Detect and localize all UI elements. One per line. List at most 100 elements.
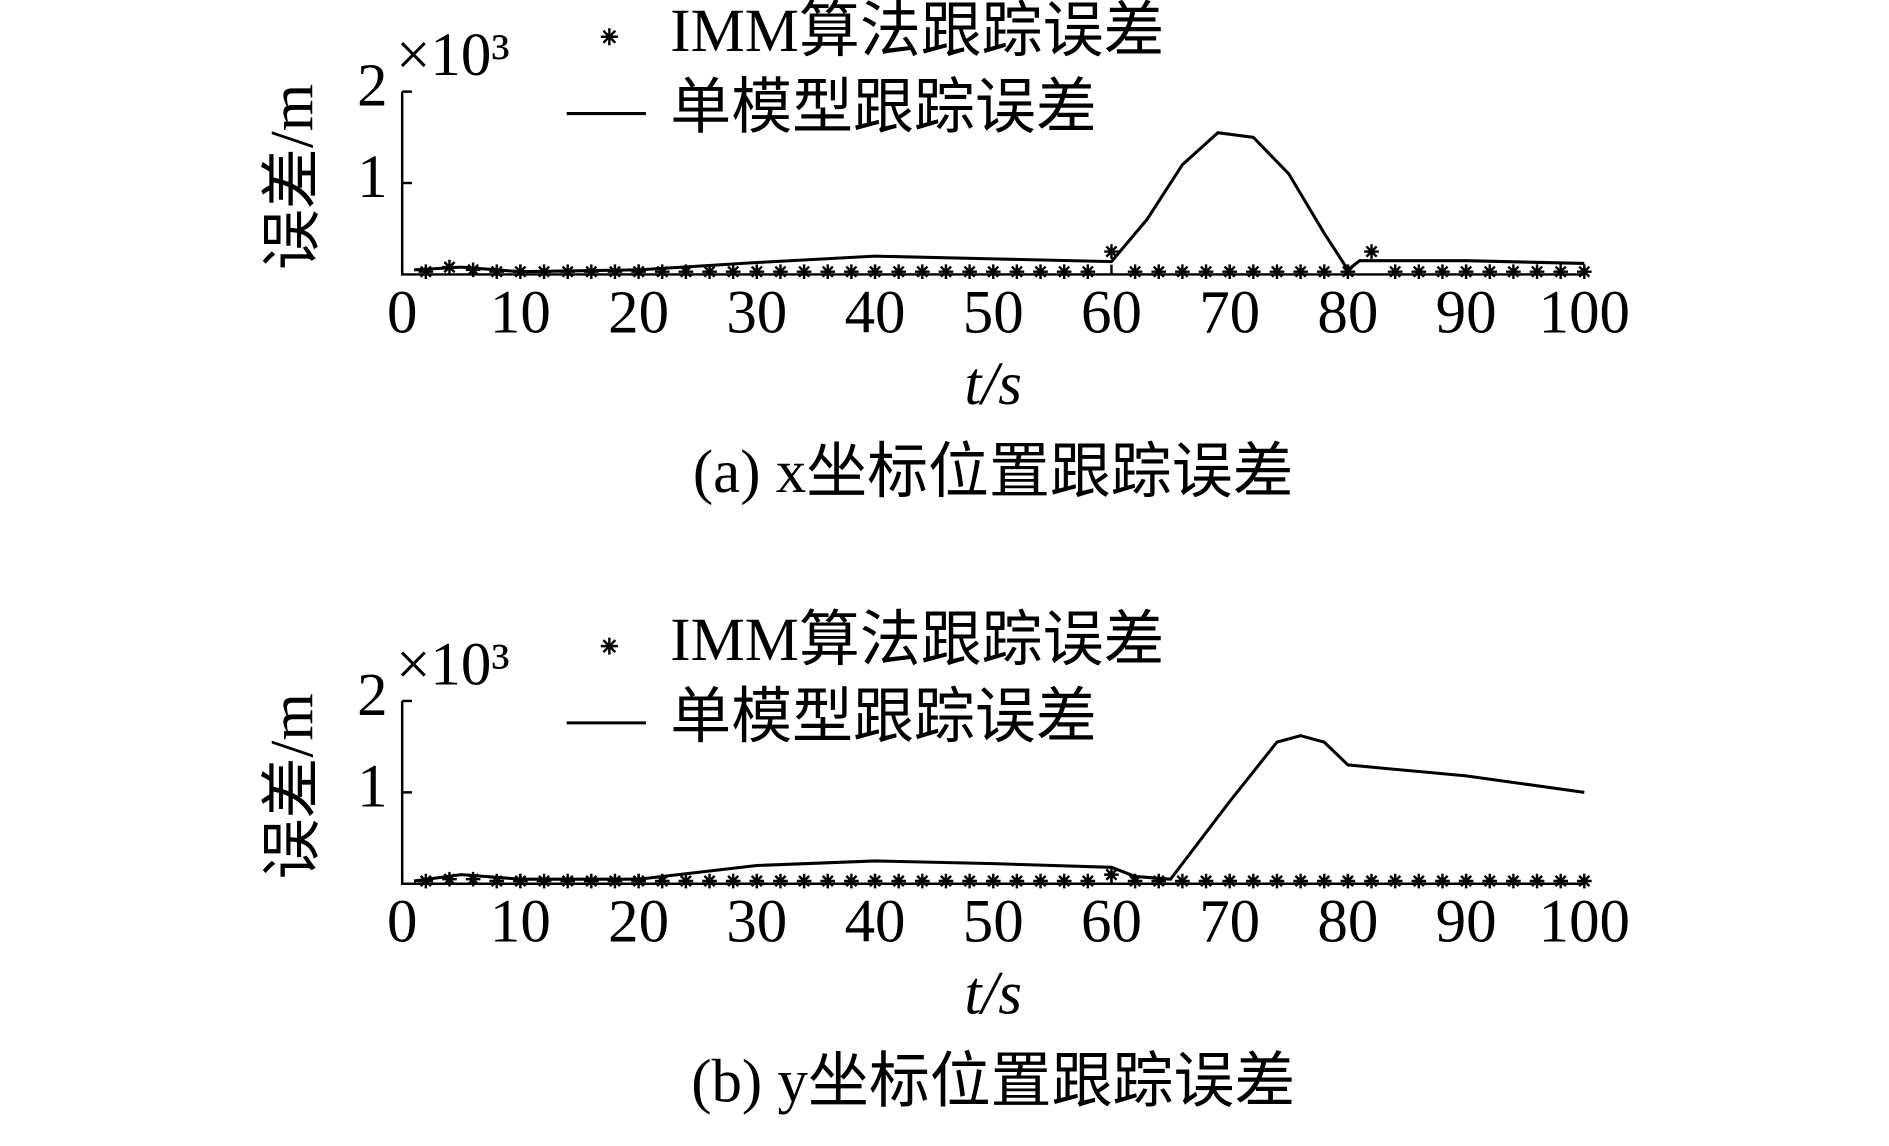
data-marker xyxy=(1246,264,1261,279)
data-line xyxy=(413,131,1585,274)
data-marker xyxy=(631,873,646,889)
legend-label: IMM算法跟踪误差 xyxy=(670,0,1164,65)
data-marker xyxy=(1175,873,1190,889)
data-marker xyxy=(1246,873,1261,889)
data-marker xyxy=(1506,873,1521,889)
data-marker xyxy=(631,264,646,279)
data-marker xyxy=(1553,873,1568,889)
y-multiplier: ×10³ xyxy=(396,631,510,698)
y-tick-label: 1 xyxy=(357,753,387,820)
x-tick-label: 20 xyxy=(608,279,669,346)
x-tick-label: 10 xyxy=(490,889,551,956)
x-tick-label: 80 xyxy=(1317,889,1378,956)
data-marker xyxy=(1009,873,1025,889)
x-tick-label: 100 xyxy=(1539,279,1630,346)
data-marker xyxy=(418,264,434,279)
data-marker xyxy=(1175,264,1190,279)
data-marker xyxy=(1458,873,1474,889)
data-marker xyxy=(1104,867,1119,882)
y-multiplier: ×10³ xyxy=(396,22,510,89)
data-marker xyxy=(1151,264,1167,279)
data-marker xyxy=(1293,264,1308,279)
data-marker xyxy=(1056,873,1072,889)
data-marker xyxy=(1482,873,1498,889)
data-marker xyxy=(702,264,717,279)
data-marker xyxy=(1198,873,1214,889)
data-marker xyxy=(1009,264,1025,279)
data-marker xyxy=(844,264,859,279)
data-marker xyxy=(442,871,457,887)
x-tick-label: 80 xyxy=(1317,279,1378,346)
y-axis-label: 误差/m xyxy=(260,84,327,270)
data-marker xyxy=(938,873,954,889)
data-marker xyxy=(938,264,954,279)
data-marker xyxy=(725,873,741,889)
x-tick-label: 70 xyxy=(1199,889,1260,956)
data-marker xyxy=(1577,873,1592,889)
x-tick-label: 20 xyxy=(608,889,669,956)
data-marker xyxy=(607,873,623,889)
data-marker xyxy=(1529,264,1545,279)
data-marker xyxy=(1482,264,1498,279)
data-marker xyxy=(1411,264,1427,279)
x-axis-label: t/s xyxy=(964,351,1022,418)
data-line xyxy=(413,734,1585,883)
data-marker xyxy=(1080,264,1096,279)
legend-marker xyxy=(600,637,618,655)
data-marker xyxy=(962,264,977,279)
data-marker xyxy=(796,264,812,279)
data-marker xyxy=(1316,873,1332,889)
x-tick-label: 50 xyxy=(963,279,1024,346)
legend-label: 单模型跟踪误差 xyxy=(670,684,1096,751)
data-marker xyxy=(985,264,1001,279)
data-marker xyxy=(678,264,694,279)
data-marker xyxy=(844,873,859,889)
data-marker xyxy=(1553,264,1568,279)
y-tick-label: 2 xyxy=(357,53,387,120)
x-tick-label: 60 xyxy=(1081,889,1142,956)
data-marker xyxy=(1411,873,1427,889)
data-marker xyxy=(773,873,788,889)
data-marker xyxy=(489,873,505,889)
data-marker xyxy=(678,873,694,889)
data-marker xyxy=(1293,873,1308,889)
data-marker xyxy=(749,873,765,889)
data-marker xyxy=(1151,873,1167,889)
x-tick-label: 90 xyxy=(1436,279,1497,346)
data-marker xyxy=(867,264,883,279)
x-tick-label: 70 xyxy=(1199,279,1260,346)
x-tick-label: 90 xyxy=(1436,889,1497,956)
legend-marker xyxy=(600,28,618,46)
data-marker xyxy=(1269,873,1285,889)
data-marker xyxy=(915,264,930,279)
data-marker xyxy=(796,873,812,889)
data-marker xyxy=(1387,873,1403,889)
data-marker xyxy=(418,873,434,889)
data-marker xyxy=(1435,264,1450,279)
data-marker xyxy=(654,264,670,279)
data-marker xyxy=(1033,264,1048,279)
data-marker xyxy=(489,264,505,279)
data-marker xyxy=(584,873,599,889)
data-marker xyxy=(465,871,481,887)
y-tick-label: 2 xyxy=(357,662,387,729)
data-marker xyxy=(1577,264,1592,279)
data-marker xyxy=(1387,264,1403,279)
data-marker xyxy=(891,264,906,279)
data-marker xyxy=(513,873,528,889)
data-marker xyxy=(1198,264,1214,279)
x-tick-label: 0 xyxy=(387,279,417,346)
legend-label: IMM算法跟踪误差 xyxy=(670,607,1164,674)
data-marker xyxy=(773,264,788,279)
x-tick-label: 40 xyxy=(845,889,906,956)
data-marker xyxy=(702,873,717,889)
data-marker xyxy=(1316,264,1332,279)
data-marker xyxy=(1458,264,1474,279)
data-marker xyxy=(1269,264,1285,279)
y-axis-label: 误差/m xyxy=(260,693,327,879)
data-marker xyxy=(1033,873,1048,889)
y-tick-label: 1 xyxy=(357,144,387,211)
x-tick-label: 30 xyxy=(726,889,787,956)
data-marker xyxy=(1506,264,1521,279)
